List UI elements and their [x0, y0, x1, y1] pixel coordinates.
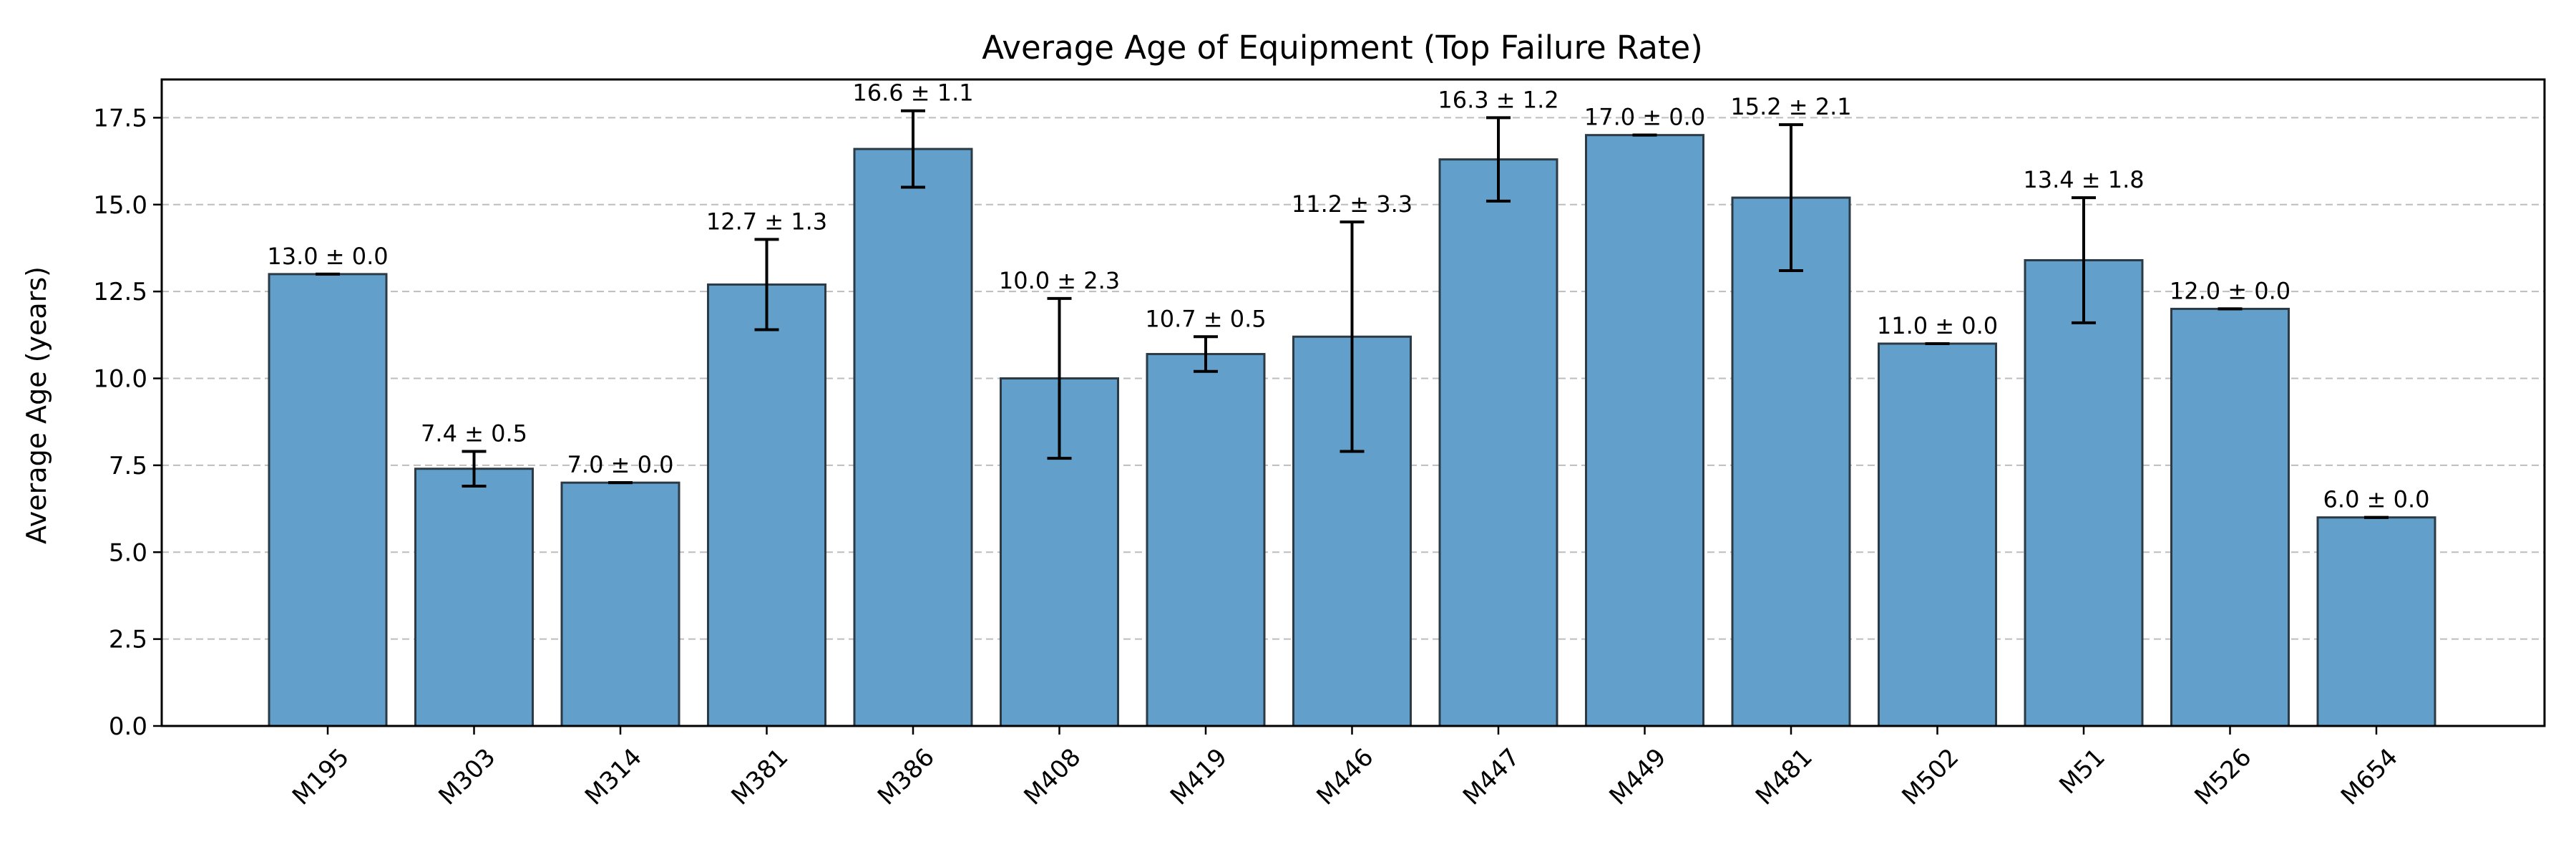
y-axis-ticks: 0.0 2.5 5.0 7.5 10.0 12.5 15.0 17.5 — [93, 104, 162, 741]
data-label: 13.4 ± 1.8 — [2023, 166, 2144, 193]
bar-m502 — [1878, 342, 1997, 727]
plot-frame — [160, 78, 2546, 727]
data-label: 12.7 ± 1.3 — [706, 208, 827, 235]
bar-m381 — [707, 283, 826, 727]
y-tick-label: 0.0 — [109, 712, 147, 741]
data-labels: 13.0 ± 0.0 7.4 ± 0.5 7.0 ± 0.0 12.7 ± 1.3 16… — [267, 79, 2429, 513]
data-label: 6.0 ± 0.0 — [2323, 486, 2430, 513]
data-label: 12.0 ± 0.0 — [2170, 277, 2290, 304]
x-tick-label: M314 — [580, 743, 648, 811]
bar-m195 — [268, 273, 388, 727]
bar-m481 — [1731, 196, 1851, 727]
data-label: 10.0 ± 2.3 — [999, 267, 1120, 294]
x-tick-label: M526 — [2189, 743, 2257, 811]
bar-m386 — [853, 147, 973, 727]
bar-m449 — [1585, 134, 1704, 727]
data-label: 7.4 ± 0.5 — [421, 420, 527, 447]
chart-title: Average Age of Equipment (Top Failure Ra… — [982, 29, 1703, 67]
data-label: 10.7 ± 0.5 — [1145, 305, 1266, 332]
x-tick-label: M446 — [1311, 743, 1379, 811]
data-label: 17.0 ± 0.0 — [1584, 104, 1705, 131]
bar-m654 — [2316, 516, 2436, 727]
x-tick-label: M386 — [872, 743, 940, 811]
bar-m314 — [560, 481, 680, 727]
data-label: 13.0 ± 0.0 — [267, 243, 388, 270]
y-tick-label: 10.0 — [93, 365, 147, 394]
y-tick-label: 7.5 — [109, 452, 147, 480]
x-axis-ticks: M195 M303 M314 M381 M386 M408 M419 M446 M447 M449… — [287, 726, 2404, 811]
x-tick-label: M408 — [1018, 743, 1086, 811]
y-tick-label: 5.0 — [109, 538, 147, 567]
data-label: 11.2 ± 3.3 — [1292, 190, 1413, 218]
x-tick-label: M51 — [2054, 743, 2111, 800]
x-tick-label: M449 — [1604, 743, 1672, 811]
y-axis-label: Average Age (years) — [21, 266, 52, 544]
error-bars — [316, 109, 2389, 519]
y-tick-label: 17.5 — [93, 104, 147, 132]
x-tick-label: M654 — [2336, 743, 2404, 811]
x-tick-label: M381 — [726, 743, 794, 811]
y-tick-label: 12.5 — [93, 278, 147, 306]
bars — [268, 134, 2436, 727]
bar-m51 — [2024, 258, 2144, 727]
y-tick-label: 2.5 — [109, 626, 147, 654]
data-label: 16.6 ± 1.1 — [852, 79, 973, 107]
x-tick-label: M419 — [1165, 743, 1233, 811]
data-label: 16.3 ± 1.2 — [1438, 86, 1558, 113]
bar-m419 — [1146, 353, 1266, 727]
bar-m447 — [1438, 158, 1558, 727]
data-label: 11.0 ± 0.0 — [1877, 312, 1998, 339]
data-label: 15.2 ± 2.1 — [1730, 93, 1851, 120]
x-tick-label: M195 — [287, 743, 355, 811]
bar-m303 — [414, 468, 534, 727]
x-tick-label: M303 — [433, 743, 501, 811]
y-tick-label: 15.0 — [93, 191, 147, 220]
x-tick-label: M447 — [1458, 743, 1526, 811]
bar-m526 — [2170, 307, 2290, 727]
x-tick-label: M481 — [1750, 743, 1818, 811]
data-label: 7.0 ± 0.0 — [567, 451, 674, 478]
x-tick-label: M502 — [1896, 743, 1964, 811]
